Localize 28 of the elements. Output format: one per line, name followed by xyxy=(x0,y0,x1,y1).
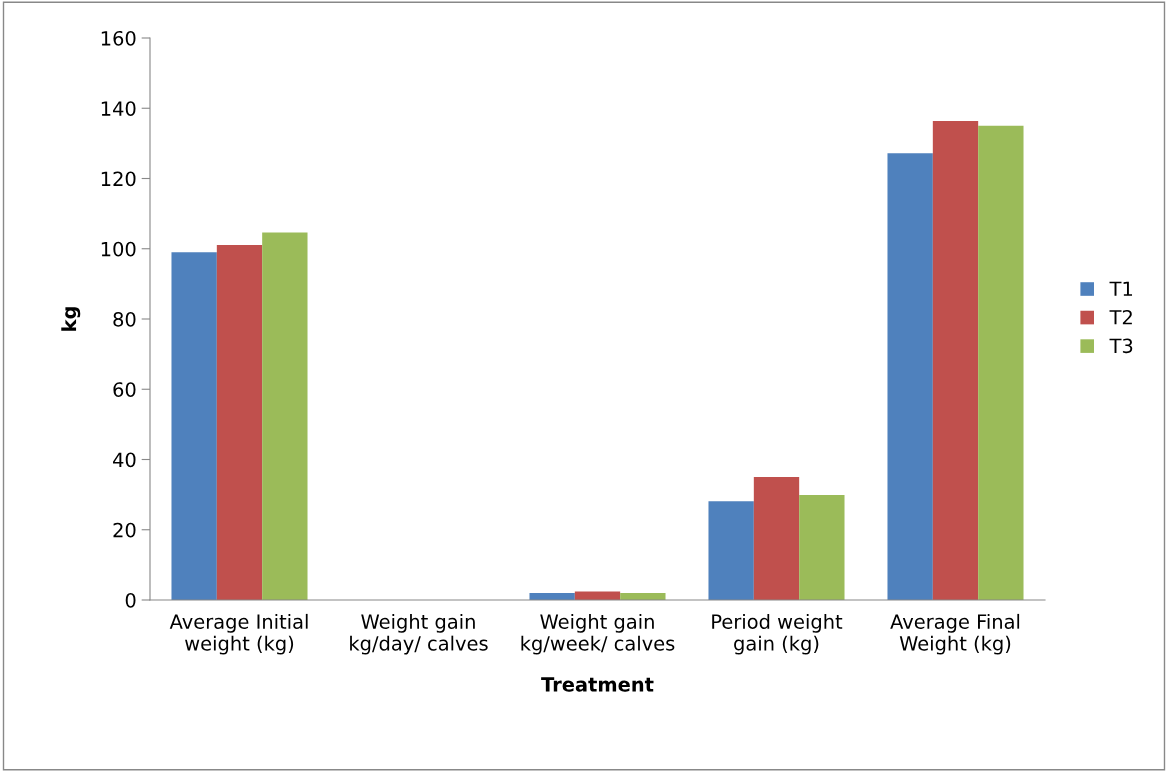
x-tick-label: Average Initial weight (kg) xyxy=(169,613,308,655)
bar xyxy=(887,153,933,600)
bar xyxy=(216,244,263,600)
y-tick-label: 60 xyxy=(113,382,136,397)
x-axis-title: Treatment xyxy=(541,677,654,692)
bar xyxy=(262,232,308,600)
bar xyxy=(978,125,1024,600)
y-tick-label: 120 xyxy=(101,171,136,187)
bar xyxy=(708,501,754,600)
bar xyxy=(753,477,800,600)
y-tick-label: 100 xyxy=(101,241,136,257)
legend-label: T3 xyxy=(1109,338,1133,354)
y-tick-label: 140 xyxy=(101,101,136,116)
bar xyxy=(932,120,979,600)
y-tick-label: 20 xyxy=(113,522,136,538)
y-axis-title: kg xyxy=(61,307,81,331)
bar xyxy=(799,494,845,600)
bar xyxy=(171,252,217,600)
legend-label: T2 xyxy=(1109,309,1132,325)
y-tick-label: 80 xyxy=(113,311,136,327)
x-tick-label: Weight gain kg/day/ calves xyxy=(350,613,488,655)
y-tick-label: 160 xyxy=(101,30,136,46)
x-tick-label: Average Final Weight (kg) xyxy=(890,613,1020,655)
y-tick-label: 0 xyxy=(125,592,136,608)
x-tick-label: Weight gain kg/week/ calves xyxy=(521,613,675,655)
x-tick-label: Period weight gain (kg) xyxy=(712,613,843,655)
legend-label: T1 xyxy=(1109,281,1133,296)
y-tick-label: 40 xyxy=(113,452,136,468)
